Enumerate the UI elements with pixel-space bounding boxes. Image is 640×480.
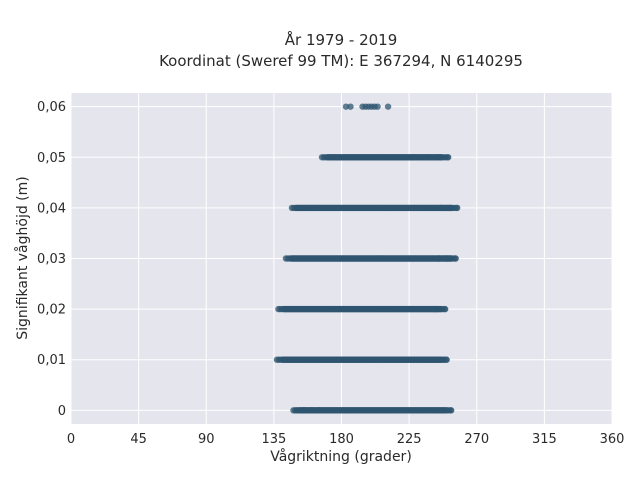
x-tick-label: 90: [198, 432, 215, 447]
point-row: [275, 305, 449, 313]
x-tick-label: 225: [397, 432, 422, 447]
data-point: [435, 255, 443, 262]
point-row: [342, 103, 392, 110]
data-point: [435, 154, 443, 161]
data-point: [347, 103, 354, 110]
x-axis-ticks: 0 45 90 135 180 225 270 315 360: [67, 432, 625, 447]
point-row: [273, 356, 450, 363]
data-point: [448, 407, 455, 414]
data-point: [452, 255, 459, 262]
data-point: [308, 407, 315, 414]
data-point: [410, 154, 417, 161]
y-tick-label: 0,03: [37, 252, 66, 267]
y-tick-label: 0,04: [37, 201, 66, 216]
point-row: [318, 154, 452, 161]
data-point: [448, 255, 455, 262]
x-tick-label: 270: [464, 432, 489, 447]
y-tick-label: 0,01: [37, 353, 66, 368]
y-tick-label: 0,02: [37, 303, 66, 318]
data-points: [273, 103, 461, 414]
x-tick-label: 135: [261, 432, 286, 447]
data-point: [443, 356, 450, 363]
data-point: [324, 154, 331, 161]
data-point: [441, 305, 449, 313]
x-tick-label: 360: [600, 432, 625, 447]
data-point: [374, 103, 381, 110]
y-axis-ticks: 0 0,01 0,02 0,03 0,04 0,05 0,06: [37, 100, 66, 419]
data-point: [315, 407, 323, 414]
x-tick-label: 315: [532, 432, 557, 447]
x-axis-label: Vågriktning (grader): [270, 448, 412, 465]
x-tick-label: 0: [67, 432, 75, 447]
chart-title-line2: Koordinat (Sweref 99 TM): E 367294, N 61…: [159, 52, 523, 70]
data-point: [437, 204, 444, 212]
point-row: [288, 204, 461, 212]
point-row: [290, 407, 455, 414]
x-tick-label: 45: [130, 432, 147, 447]
chart-title-line1: År 1979 - 2019: [285, 30, 398, 49]
data-point: [454, 204, 461, 212]
data-point: [293, 204, 300, 212]
data-point: [446, 204, 453, 212]
data-point: [437, 305, 444, 313]
data-point: [288, 255, 295, 262]
data-point: [280, 305, 287, 313]
data-point: [342, 103, 350, 110]
y-tick-label: 0,05: [37, 151, 66, 166]
y-tick-label: 0: [58, 404, 66, 419]
y-tick-label: 0,06: [37, 100, 66, 115]
data-point: [431, 305, 438, 313]
x-tick-label: 180: [329, 432, 354, 447]
point-row: [282, 255, 459, 262]
data-point: [293, 407, 300, 414]
data-point: [444, 154, 452, 161]
data-point: [279, 356, 286, 363]
data-point: [425, 154, 432, 161]
y-axis-label: Signifikant våghöjd (m): [14, 176, 31, 339]
data-point: [384, 103, 392, 110]
data-point: [443, 255, 450, 262]
data-point: [443, 407, 450, 414]
data-point: [300, 407, 308, 414]
